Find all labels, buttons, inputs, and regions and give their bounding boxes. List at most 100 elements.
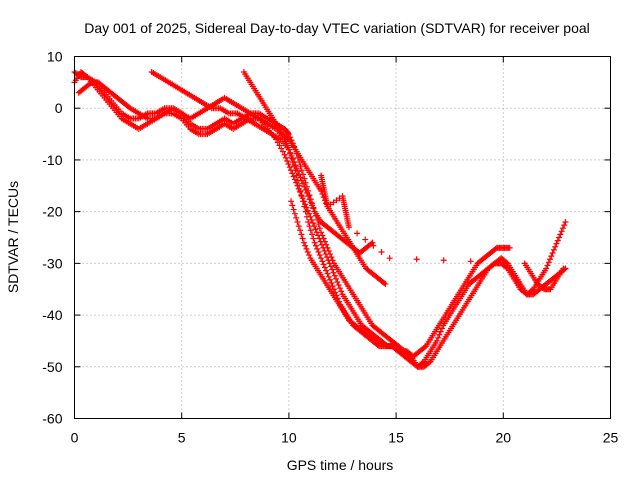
x-tick-label: 10 <box>281 430 297 446</box>
data-point <box>285 161 292 168</box>
data-point <box>284 157 291 164</box>
data-point <box>315 232 322 239</box>
data-point <box>294 168 301 175</box>
data-point <box>369 239 376 246</box>
data-point <box>303 190 310 197</box>
y-tick-labels: -60 -50 -40 -30 -20 -10 0 10 <box>42 49 62 427</box>
data-point <box>317 238 324 245</box>
data-point <box>331 272 338 279</box>
data-point <box>296 171 303 178</box>
data-point <box>316 225 323 232</box>
data-point <box>291 176 298 183</box>
data-point <box>307 213 314 220</box>
data-point <box>335 282 342 289</box>
data-point <box>333 197 340 204</box>
data-point <box>545 259 552 266</box>
data-point <box>327 263 334 270</box>
data-point <box>548 253 555 260</box>
data-point <box>426 359 433 366</box>
data-point <box>543 265 550 272</box>
data-point <box>544 262 551 269</box>
data-point <box>556 234 563 241</box>
data-point <box>560 265 567 272</box>
y-tick-label: -20 <box>42 204 62 220</box>
data-point <box>295 223 302 230</box>
data-point <box>503 259 510 266</box>
series-track-7 <box>318 172 567 293</box>
data-point <box>438 325 445 332</box>
data-point <box>290 173 297 180</box>
data-point <box>318 241 325 248</box>
data-point <box>321 247 328 254</box>
data-point <box>328 280 335 287</box>
data-point <box>329 283 336 290</box>
data-point <box>354 230 361 237</box>
data-point <box>297 163 304 170</box>
data-point <box>421 344 428 351</box>
data-point <box>307 199 314 206</box>
data-point <box>125 104 132 111</box>
data-point <box>321 264 328 271</box>
data-point <box>306 252 313 259</box>
data-point <box>322 251 329 258</box>
data-point <box>330 269 337 276</box>
data-point <box>345 224 352 231</box>
data-point <box>293 179 300 186</box>
data-point <box>362 236 369 243</box>
x-tick-labels: 0 5 10 15 20 25 <box>71 430 619 446</box>
data-point <box>327 201 334 208</box>
data-point <box>288 167 295 174</box>
y-axis-label: SDTVAR / TECUs <box>5 181 21 293</box>
data-point <box>320 261 327 268</box>
data-point <box>310 235 317 242</box>
data-point <box>288 198 295 205</box>
data-point <box>295 185 302 192</box>
data-point <box>437 328 444 335</box>
data-point <box>308 216 315 223</box>
data-point <box>433 337 440 344</box>
grid <box>74 56 611 419</box>
y-tick-label: 0 <box>55 100 63 116</box>
data-point <box>303 204 310 211</box>
data-point <box>386 255 393 262</box>
series-track-6 <box>288 198 385 344</box>
data-point <box>547 256 554 263</box>
data-point <box>312 242 319 249</box>
y-tick-label: -10 <box>42 152 62 168</box>
data-point <box>325 273 332 280</box>
data-point <box>304 207 311 214</box>
x-tick-label: 5 <box>178 430 186 446</box>
data-point <box>316 235 323 242</box>
data-point <box>370 242 377 249</box>
data-point <box>334 278 341 285</box>
y-tick-label: -40 <box>42 307 62 323</box>
data-point <box>293 165 300 172</box>
x-tick-label: 25 <box>603 430 619 446</box>
data-point <box>274 139 281 146</box>
data-point <box>558 228 565 235</box>
data-point <box>314 245 321 252</box>
data-point <box>562 218 569 225</box>
data-point <box>300 239 307 246</box>
data-point <box>378 248 385 255</box>
data-point <box>324 203 331 210</box>
data-point <box>503 264 510 271</box>
data-point <box>333 275 340 282</box>
data-point <box>305 193 312 200</box>
data-point <box>304 248 311 255</box>
data-point <box>494 259 501 266</box>
data-point <box>300 180 307 187</box>
data-point <box>323 267 330 274</box>
data-point <box>419 359 426 366</box>
data-point <box>306 210 313 217</box>
data-point <box>285 131 292 138</box>
data-point <box>298 167 305 174</box>
series-track-5 <box>240 69 389 288</box>
data-point <box>298 231 305 238</box>
data-point <box>303 245 310 252</box>
data-point <box>298 192 305 199</box>
data-point <box>506 244 513 251</box>
data-point <box>440 257 447 264</box>
data-point <box>413 256 420 263</box>
